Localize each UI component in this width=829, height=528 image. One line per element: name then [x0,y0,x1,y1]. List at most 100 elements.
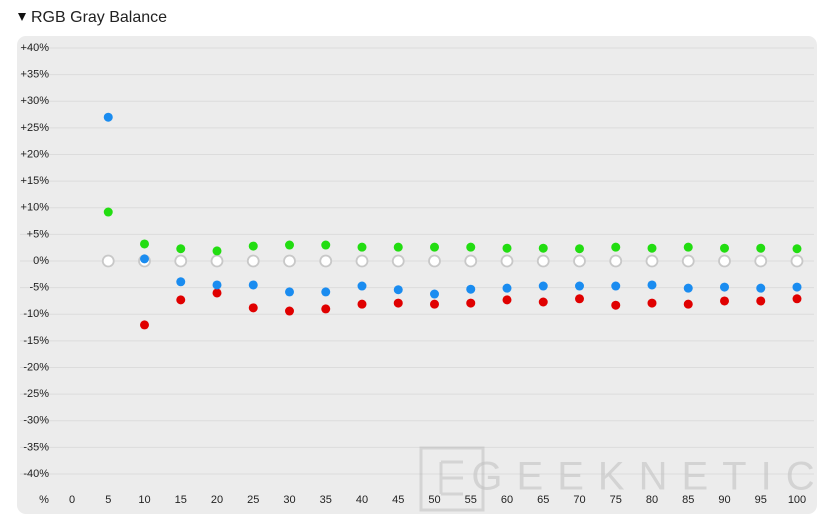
data-point [466,298,476,308]
data-point [647,243,657,253]
x-tick-label: 35 [320,494,332,506]
x-tick-label: 25 [247,494,259,506]
data-point [792,294,802,304]
data-point [500,254,514,268]
data-point [502,295,512,305]
data-point [283,254,296,268]
data-point [140,254,149,264]
data-point [683,242,693,252]
x-axis-label: % [39,494,49,506]
data-point [611,242,621,252]
data-point [391,254,405,268]
y-tick-label: +20% [21,148,50,160]
x-tick-label: 0 [69,494,75,506]
x-tick-label: 65 [537,494,549,506]
data-point [319,254,333,268]
watermark: GEEKNETIC [471,455,828,499]
data-point [536,254,550,268]
plot-background [17,36,817,514]
data-point [538,243,548,253]
data-point [792,244,802,254]
data-point [754,254,768,268]
data-point [756,283,766,293]
data-point [393,242,403,252]
data-point [575,244,584,254]
data-point [792,282,802,292]
data-point [430,299,439,309]
y-tick-label: -20% [23,361,49,373]
data-point [718,254,731,268]
data-point [103,112,113,122]
watermark-logo [419,446,485,512]
data-point [681,254,695,268]
data-point [647,298,657,308]
y-tick-label: +30% [21,95,50,107]
y-tick-label: -25% [23,388,49,400]
data-point [176,295,186,305]
y-tick-label: +15% [21,175,50,187]
data-point [246,254,260,268]
x-tick-label: 30 [283,494,295,506]
data-point [466,284,476,294]
data-point [538,297,548,307]
y-tick-label: -40% [23,468,49,480]
x-tick-label: 15 [175,494,187,506]
data-point [212,280,222,290]
y-tick-label: +40% [21,42,50,54]
x-tick-label: 90 [718,494,730,506]
data-point [355,254,369,268]
data-point [683,299,693,309]
y-tick-label: +35% [21,69,50,81]
data-point [645,254,659,268]
x-tick-label: 75 [610,494,622,506]
y-tick-label: -5% [29,282,49,294]
collapse-arrow[interactable] [18,13,26,21]
data-point [248,280,258,290]
data-point [321,287,331,297]
data-point [466,242,476,252]
data-point [756,243,766,253]
y-tick-label: +10% [21,202,50,214]
x-tick-label: 50 [428,494,440,506]
x-tick-label: 5 [105,494,111,506]
data-point [285,240,294,250]
data-point [285,306,294,316]
data-point [101,254,115,268]
data-point [790,254,804,268]
data-point [573,254,586,268]
x-tick-label: 55 [465,494,477,506]
y-tick-label: -35% [23,441,49,453]
data-point [575,294,584,304]
x-tick-label: 85 [682,494,694,506]
data-point [430,242,439,252]
data-point [683,283,693,293]
data-point [140,320,149,330]
data-point [575,281,584,291]
x-tick-label: 70 [573,494,585,506]
chart-title: RGB Gray Balance [31,9,167,26]
data-point [647,280,657,290]
y-tick-label: -15% [23,335,49,347]
x-tick-label: 40 [356,494,368,506]
data-point [248,241,258,251]
data-point [502,243,512,253]
data-point [321,304,331,314]
x-tick-label: 60 [501,494,513,506]
data-point [756,296,766,306]
data-point [357,281,367,291]
data-point [611,300,621,310]
data-point [212,288,222,298]
x-tick-label: 45 [392,494,404,506]
data-point [210,254,224,268]
data-point [393,285,403,295]
x-tick-label: 10 [138,494,150,506]
data-point [430,289,439,299]
data-point [103,207,113,217]
data-point [720,282,729,292]
data-point [538,281,548,291]
data-point [176,277,186,287]
data-point [464,254,478,268]
x-tick-label: 20 [211,494,223,506]
data-point [174,254,188,268]
